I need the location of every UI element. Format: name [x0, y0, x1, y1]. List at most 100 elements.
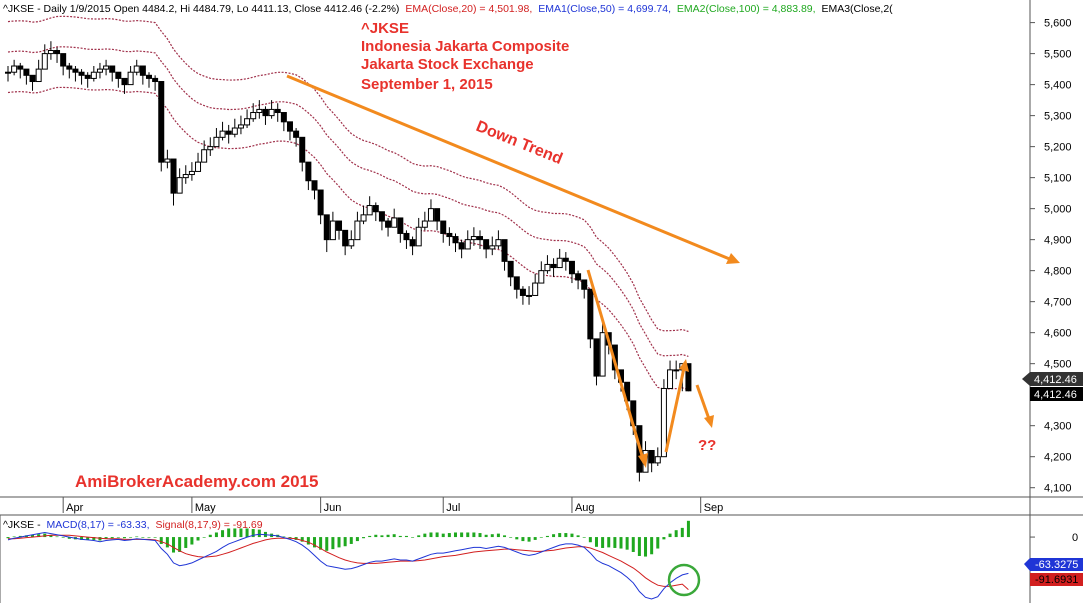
- candle-body: [575, 273, 582, 281]
- candle: [250, 103, 257, 122]
- candle: [133, 59, 140, 76]
- candle: [440, 220, 447, 243]
- histogram-bar: [98, 537, 102, 541]
- candle: [225, 124, 232, 144]
- candle: [176, 168, 183, 194]
- y-tick-label-4200: 4,200: [1044, 452, 1072, 464]
- histogram-bar: [545, 535, 549, 538]
- candle: [427, 199, 434, 222]
- histogram-bar: [221, 530, 225, 538]
- candle-body: [446, 232, 453, 238]
- histogram-bar: [141, 537, 145, 538]
- candle-body: [648, 449, 655, 464]
- candle-body: [311, 180, 318, 191]
- candle: [145, 72, 152, 88]
- candle: [568, 260, 575, 284]
- crossover-circle: [667, 563, 701, 597]
- histogram-bar: [404, 535, 408, 538]
- histogram-bar: [257, 529, 261, 538]
- candle-body: [458, 242, 465, 250]
- histogram-bar: [503, 535, 507, 538]
- histogram-bar: [496, 533, 500, 538]
- candle: [409, 236, 416, 256]
- histogram-bar: [362, 537, 366, 539]
- last-price-tag-1: [1022, 372, 1083, 386]
- histogram-bar: [570, 533, 574, 538]
- y-tick-label-5000: 5,000: [1044, 204, 1072, 216]
- title-line-4: September 1, 2015: [361, 76, 493, 93]
- candle-body: [323, 214, 330, 241]
- candle-body: [464, 239, 471, 250]
- last-price-tag-2-text: 4,412.46: [1034, 389, 1077, 401]
- candle: [115, 71, 122, 88]
- x-tick-label-Apr: Apr: [66, 502, 83, 514]
- histogram-bar: [601, 537, 605, 548]
- candle: [556, 248, 563, 269]
- histogram-bar: [680, 527, 684, 538]
- histogram-bar: [233, 528, 237, 538]
- candle: [299, 136, 306, 172]
- histogram-bar: [165, 537, 169, 548]
- histogram-bar: [674, 530, 678, 538]
- candle: [66, 62, 73, 79]
- candle-body: [409, 239, 416, 247]
- candle-body: [188, 170, 195, 176]
- candle: [244, 109, 251, 129]
- candle-body: [599, 332, 606, 377]
- y-tick-label-4300: 4,300: [1044, 421, 1072, 433]
- histogram-bar: [343, 537, 347, 547]
- candle-body: [673, 369, 680, 372]
- candle: [280, 112, 287, 132]
- candle: [581, 279, 588, 299]
- candle-body: [519, 288, 526, 296]
- candle: [256, 100, 263, 119]
- histogram-bar: [607, 537, 611, 548]
- histogram-bar: [484, 534, 488, 538]
- histogram-bar: [306, 537, 310, 545]
- next-arrowhead: [704, 415, 714, 428]
- histogram-bar: [423, 533, 427, 538]
- x-tick-label-Jul: Jul: [446, 502, 460, 514]
- header-ema2: EMA2(Close,100) = 4,883.89,: [677, 3, 816, 15]
- candle-body: [336, 220, 343, 231]
- candle-body: [513, 276, 520, 290]
- candle-body: [23, 68, 30, 76]
- candle: [495, 230, 502, 249]
- last-price-tag-1-text: 4,412.46: [1034, 374, 1077, 386]
- candle-body: [60, 53, 67, 67]
- histogram-bar: [92, 537, 96, 540]
- histogram-bar: [472, 532, 476, 538]
- histogram-bar: [104, 537, 108, 539]
- candle: [54, 47, 61, 63]
- candle-body: [685, 363, 692, 392]
- candle: [103, 59, 110, 76]
- candle-body: [568, 260, 575, 275]
- histogram-bar: [184, 537, 188, 548]
- header-main: ^JKSE - Daily 1/9/2015 Open 4484.2, Hi 4…: [3, 3, 399, 15]
- y-tick-label-4600: 4,600: [1044, 328, 1072, 340]
- candle-body: [152, 77, 159, 83]
- candle: [323, 214, 330, 253]
- candle-body: [121, 77, 128, 86]
- histogram-bar: [392, 534, 396, 538]
- candle: [72, 66, 79, 82]
- candle-body: [72, 68, 79, 73]
- drop-arrowhead: [638, 453, 648, 468]
- candle-body: [219, 130, 226, 138]
- y-tick-label-4900: 4,900: [1044, 235, 1072, 247]
- candle: [41, 44, 48, 70]
- candle: [599, 323, 606, 377]
- candle-body: [532, 282, 539, 296]
- candle: [366, 196, 373, 216]
- histogram-bar: [594, 537, 598, 547]
- candle-body: [421, 220, 428, 228]
- histogram-bar: [61, 537, 65, 538]
- macd-header: ^JKSE - MACD(8,17) = -63.33, Signal(8,17…: [3, 519, 263, 531]
- candle-body: [556, 257, 563, 269]
- candle: [544, 255, 551, 274]
- y-tick-label-5600: 5,600: [1044, 18, 1072, 30]
- candle: [195, 152, 202, 172]
- histogram-bar: [650, 537, 654, 555]
- candle: [336, 220, 343, 240]
- watermark: AmiBrokerAcademy.com 2015: [75, 472, 318, 491]
